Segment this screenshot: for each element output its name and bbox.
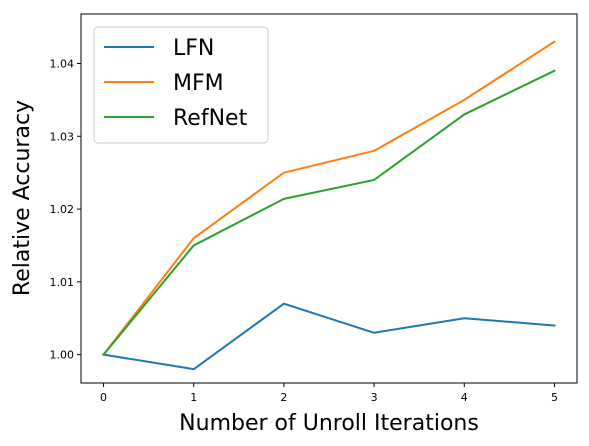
series-line-lfn xyxy=(102,302,556,371)
legend: LFN MFM RefNet xyxy=(93,26,269,144)
y-tick-label: 1.02 xyxy=(50,203,75,216)
y-tick-label: 1.00 xyxy=(50,349,75,362)
y-tick-label: 1.03 xyxy=(50,130,75,143)
y-axis-title: Relative Accuracy xyxy=(10,100,35,296)
legend-box xyxy=(93,26,269,144)
series-line-mfm xyxy=(102,40,556,357)
x-axis-ticks: 0 1 2 3 4 5 xyxy=(100,383,558,404)
legend-label-mfm: MFM xyxy=(173,71,224,96)
x-tick-label: 5 xyxy=(551,391,558,404)
plot-frame xyxy=(80,13,578,384)
series-line-refnet xyxy=(102,69,556,357)
x-axis-title: Number of Unroll Iterations xyxy=(179,411,479,436)
legend-label-lfn: LFN xyxy=(173,36,214,61)
y-tick-label: 1.04 xyxy=(50,57,75,70)
legend-label-refnet: RefNet xyxy=(173,106,248,131)
y-axis-ticks: 1.00 1.01 1.02 1.03 1.04 xyxy=(50,57,81,362)
x-tick-label: 0 xyxy=(100,391,107,404)
y-tick-label: 1.01 xyxy=(50,276,75,289)
x-tick-label: 1 xyxy=(190,391,197,404)
x-tick-label: 3 xyxy=(371,391,378,404)
x-tick-label: 2 xyxy=(280,391,287,404)
series-layer xyxy=(102,40,556,371)
x-tick-label: 4 xyxy=(461,391,468,404)
